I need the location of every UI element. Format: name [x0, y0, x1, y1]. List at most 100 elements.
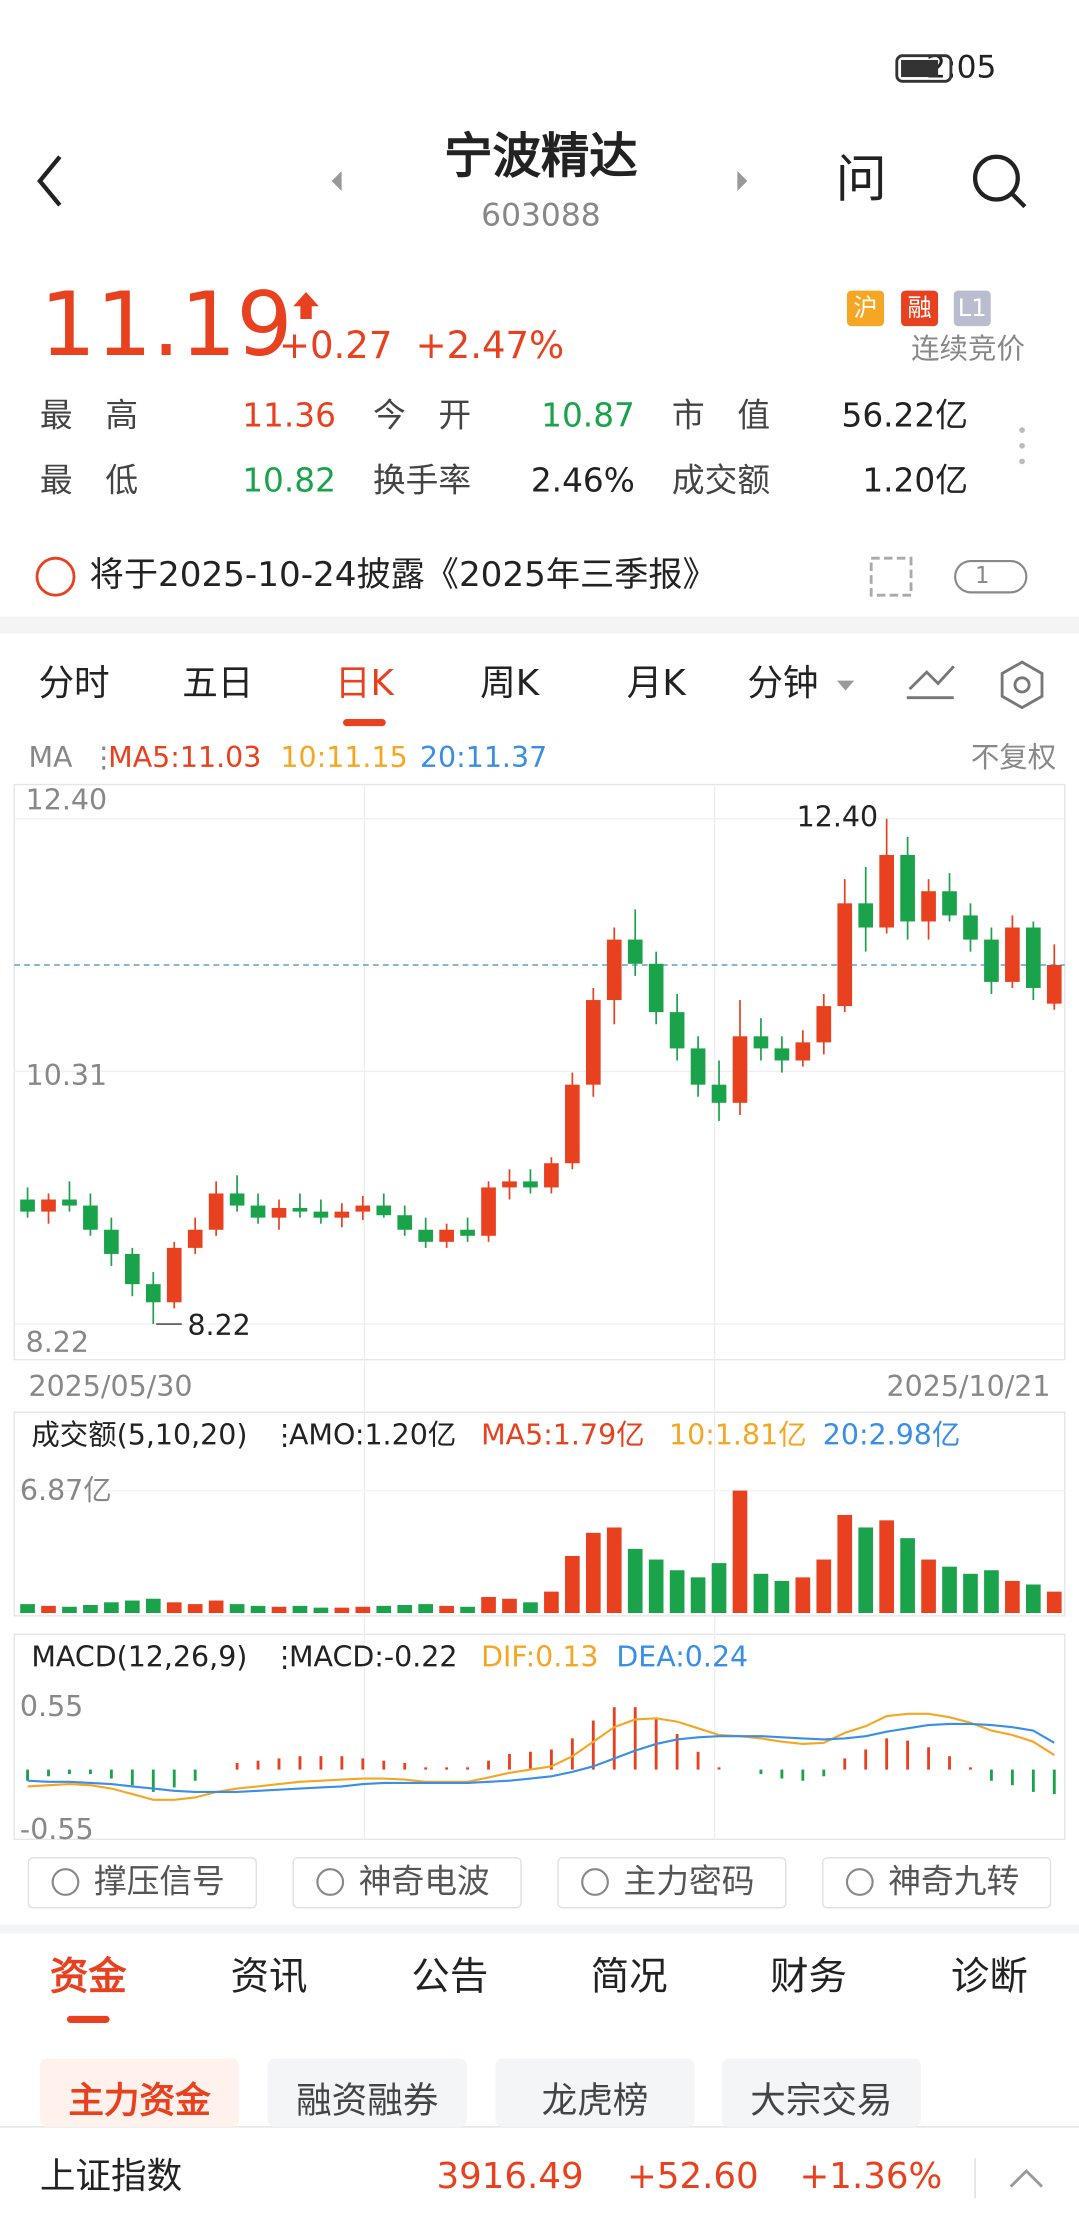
volume-bar	[460, 1606, 475, 1614]
badge-box[interactable]	[954, 559, 1028, 594]
candle-body	[418, 1229, 434, 1242]
stat-value: 10.87	[541, 396, 635, 434]
volume-bar	[124, 1600, 140, 1614]
volume-bar	[187, 1604, 203, 1614]
candle-body	[1005, 927, 1020, 982]
index-pct: +1.36%	[800, 2156, 943, 2197]
dropdown[interactable]	[837, 680, 855, 691]
candle-body	[1026, 927, 1041, 988]
volume-bar	[606, 1527, 622, 1614]
volume-bar	[1046, 1591, 1062, 1614]
tag-bg	[953, 290, 991, 327]
period-tab[interactable]: 周K	[480, 663, 541, 704]
volume-bar	[690, 1577, 706, 1614]
candle-body	[565, 1084, 580, 1164]
ma20: 20:11.37	[420, 741, 547, 774]
period-tab[interactable]: 分钟	[747, 663, 818, 704]
tag: 融	[907, 294, 931, 322]
expand[interactable]	[1009, 2168, 1043, 2188]
subtab[interactable]: 龙虎榜	[542, 2081, 649, 2122]
subtab[interactable]: 大宗交易	[750, 2081, 892, 2122]
candle-body	[271, 1207, 287, 1218]
volume-bar	[229, 1604, 245, 1614]
notice[interactable]: 将于2025-10-24披露《2025年三季报》	[90, 555, 717, 595]
period-tab[interactable]: 五日	[182, 663, 253, 704]
subtab[interactable]: 融资融券	[296, 2081, 438, 2122]
section-tab[interactable]: 诊断	[951, 1954, 1028, 1999]
volume-bar	[62, 1606, 77, 1614]
period-tab[interactable]: 月K	[627, 663, 688, 704]
volume-bar	[83, 1604, 98, 1614]
tool-button[interactable]	[27, 1857, 257, 1909]
more-dots[interactable]	[1019, 427, 1025, 465]
calendar-icon[interactable]	[869, 556, 913, 597]
candle-body	[145, 1284, 161, 1303]
candle-body	[334, 1211, 350, 1218]
candle-body	[397, 1215, 413, 1230]
stat-value: 56.22亿	[842, 396, 968, 434]
stat-value: 1.20亿	[862, 462, 968, 500]
volume-bar	[795, 1577, 811, 1614]
subtab-bg[interactable]	[495, 2058, 695, 2127]
indicator-icon[interactable]	[906, 665, 955, 700]
section-tab[interactable]: 财务	[770, 1954, 847, 1999]
macd-frame	[13, 1633, 1066, 1841]
change: +0.27	[279, 324, 392, 367]
section-tab[interactable]: 简况	[591, 1954, 668, 1999]
section-tab[interactable]: 公告	[411, 1954, 488, 1999]
subtab[interactable]: 主力资金	[68, 2081, 211, 2122]
volume-bar	[418, 1604, 434, 1614]
macd-line	[27, 1712, 1055, 1801]
candle-body	[795, 1042, 811, 1061]
tool-button[interactable]	[557, 1857, 787, 1909]
tool-button[interactable]	[822, 1857, 1052, 1909]
volume-bar	[585, 1532, 601, 1614]
battery	[895, 54, 953, 83]
candle-body	[648, 963, 664, 1013]
volume-frame	[13, 1411, 1066, 1617]
candle-body	[523, 1181, 538, 1188]
volume-bar	[837, 1515, 853, 1614]
volume-bar	[145, 1598, 161, 1614]
tool-label: 神奇九转	[888, 1862, 1019, 1900]
candle-body	[502, 1181, 517, 1188]
search-button[interactable]	[972, 154, 1020, 202]
candle-body	[460, 1229, 475, 1236]
settings-icon[interactable]	[1000, 660, 1044, 710]
ask-button[interactable]: 问	[836, 149, 887, 209]
volume-bar	[921, 1559, 936, 1614]
volume-bar	[397, 1604, 413, 1614]
candle-body	[816, 1006, 832, 1043]
volume-bar	[166, 1602, 182, 1614]
period-tab[interactable]: 分时	[38, 663, 109, 704]
section-tab[interactable]: 资金	[50, 1954, 127, 1999]
subtab-bg[interactable]	[39, 2058, 240, 2127]
index-name[interactable]: 上证指数	[40, 2156, 182, 2197]
volume-bar	[963, 1573, 978, 1614]
vol-dots: ⋮	[270, 1418, 298, 1451]
subtab-bg[interactable]	[721, 2058, 921, 2127]
candle-body	[20, 1199, 35, 1212]
tag-bg	[846, 290, 884, 327]
stat-label: 市 值	[672, 396, 770, 434]
ma5: MA5:11.03	[108, 741, 261, 774]
y-tick-label: 12.40	[26, 784, 107, 817]
volume-bar	[565, 1555, 580, 1614]
search-handle	[1010, 192, 1027, 209]
adjust[interactable]: 不复权	[971, 741, 1056, 774]
volume-bar	[523, 1602, 538, 1614]
tool-button[interactable]	[292, 1857, 522, 1909]
candle-body	[187, 1229, 203, 1248]
section-tab[interactable]: 资讯	[231, 1954, 308, 1999]
candle-body	[1046, 964, 1062, 1004]
period-tab[interactable]: 日K	[335, 663, 396, 704]
volume-bar	[41, 1605, 56, 1614]
volume-bar	[271, 1606, 287, 1614]
change-pct: +2.47%	[416, 324, 565, 367]
stat-value: 11.36	[242, 396, 336, 434]
back-button[interactable]	[37, 155, 62, 207]
y-tick-label: 10.31	[26, 1059, 107, 1092]
subtab-bg[interactable]	[267, 2058, 467, 2127]
notice-badge: 1	[975, 563, 989, 589]
